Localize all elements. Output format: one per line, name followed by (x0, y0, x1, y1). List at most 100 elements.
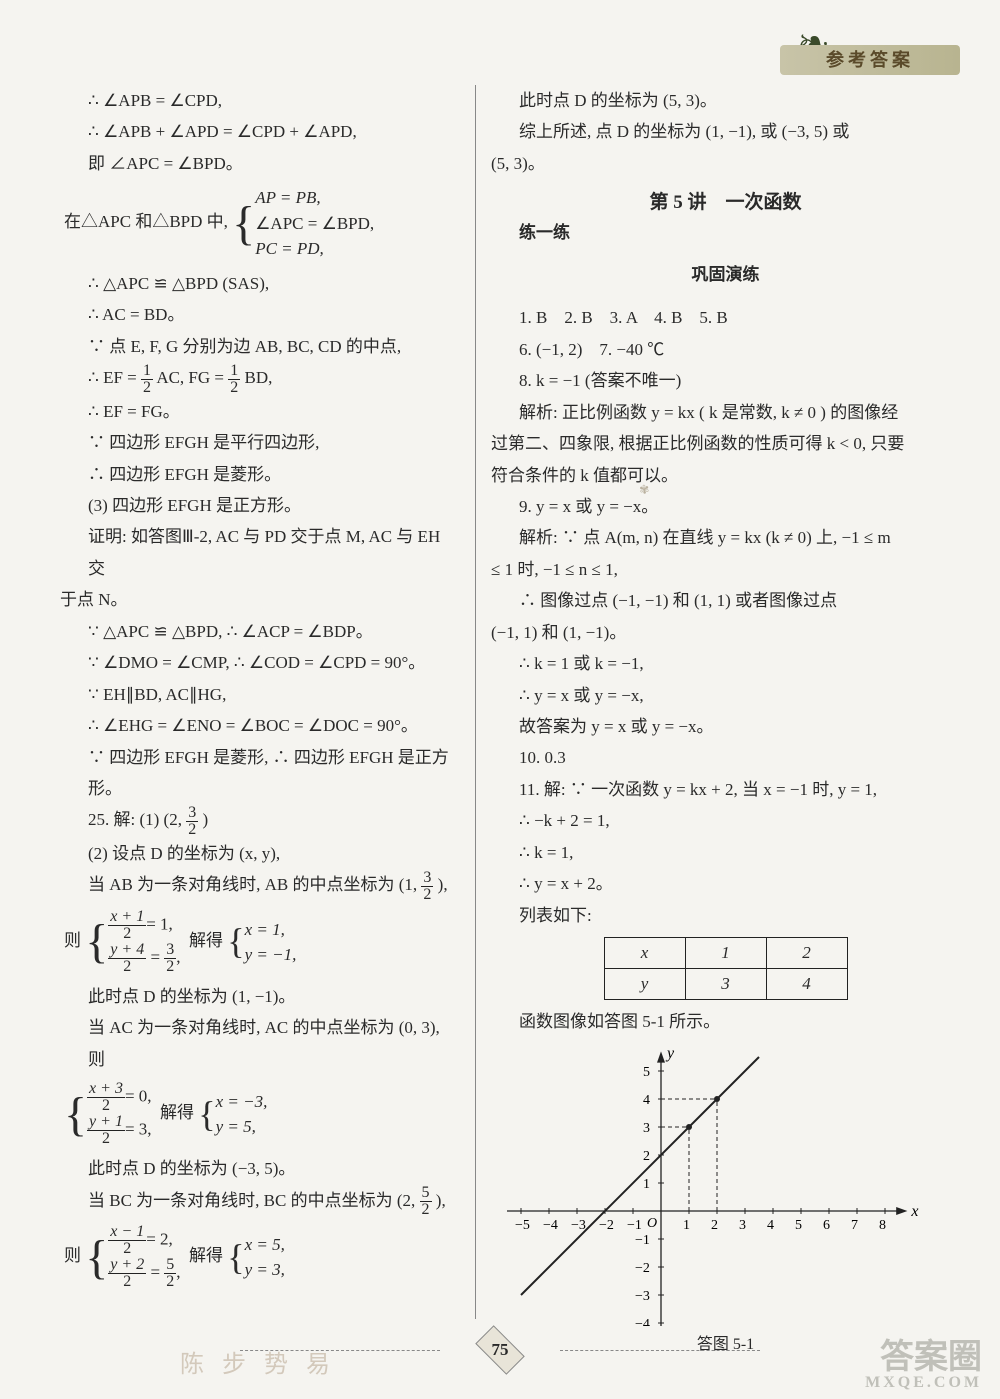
subsection-title: 巩固演练 (491, 260, 960, 285)
svg-text:4: 4 (643, 1093, 650, 1108)
text-line: ∴ k = 1 或 k = −1, (491, 648, 960, 679)
text-line: (2) 设点 D 的坐标为 (x, y), (60, 838, 460, 869)
svg-text:−1: −1 (627, 1218, 642, 1233)
svg-text:2: 2 (711, 1218, 718, 1233)
text-line: 解析: ∵ 点 A(m, n) 在直线 y = kx (k ≠ 0) 上, −1… (491, 522, 960, 553)
decoration (560, 1350, 760, 1351)
equation-block: 则 { x + 12= 1, y + 42 = 32, 解得 { x = 1, … (60, 903, 460, 981)
section-title: 第 5 讲 一次函数 (491, 187, 960, 214)
equation-block: { x + 32= 0, y + 12= 3, 解得 { x = −3, y =… (60, 1075, 460, 1153)
text-line: (−1, 1) 和 (1, −1)。 (491, 617, 960, 648)
table-row: x 1 2 (604, 938, 847, 969)
subsection-title: 练一练 (491, 218, 960, 243)
text-line: ∵ ∠DMO = ∠CMP, ∴ ∠COD = ∠CPD = 90°。 (60, 647, 460, 678)
text-line: (3) 四边形 EFGH 是正方形。 (60, 490, 460, 521)
text-line: 9. y = x 或 y = −x。 (491, 491, 960, 522)
left-brace-icon: { (198, 1102, 215, 1127)
text-line: 符合条件的 k 值都可以。 (491, 460, 960, 491)
svg-text:−3: −3 (571, 1218, 586, 1233)
text-line: ∴ k = 1, (491, 837, 960, 868)
svg-text:2: 2 (643, 1149, 650, 1164)
text: AP = PB, (255, 188, 320, 207)
text-line: ∴ y = x + 2。 (491, 868, 960, 899)
table-row: y 3 4 (604, 969, 847, 1000)
left-brace-icon: { (85, 1241, 108, 1275)
svg-text:4: 4 (767, 1218, 774, 1233)
text-line: 证明: 如答图Ⅲ-2, AC 与 PD 交于点 M, AC 与 EH 交 (60, 521, 460, 584)
svg-text:5: 5 (643, 1065, 650, 1080)
text-line: (5, 3)。 (491, 148, 960, 179)
text-line: ≤ 1 时, −1 ≤ n ≤ 1, (491, 554, 960, 585)
text-line: 解析: 正比例函数 y = kx ( k 是常数, k ≠ 0 ) 的图像经 (491, 397, 960, 428)
text-line: ∴ ∠APB = ∠CPD, (60, 85, 460, 116)
svg-text:7: 7 (851, 1218, 858, 1233)
text-line: 11. 解: ∵ 一次函数 y = kx + 2, 当 x = −1 时, y … (491, 774, 960, 805)
graph-5-1: −5−4−3−2−1O1234567812345−1−2−3−4xy (501, 1046, 901, 1326)
svg-text:8: 8 (879, 1218, 886, 1233)
text-line: ∴ 图像过点 (−1, −1) 和 (1, 1) 或者图像过点 (491, 585, 960, 616)
page-number-wrap: 75 (0, 1337, 1000, 1363)
left-brace-icon: { (227, 929, 244, 954)
watermark-sub: MXQE.COM (865, 1375, 982, 1391)
svg-text:5: 5 (795, 1218, 802, 1233)
svg-text:x: x (910, 1203, 918, 1220)
svg-text:−1: −1 (635, 1233, 650, 1248)
text: PC = PD, (255, 239, 324, 258)
text-line: 1. B 2. B 3. A 4. B 5. B (491, 302, 960, 333)
svg-text:1: 1 (683, 1218, 690, 1233)
header-banner: 参考答案 (780, 45, 960, 75)
right-column: 此时点 D 的坐标为 (5, 3)。 综上所述, 点 D 的坐标为 (1, −1… (476, 85, 960, 1319)
svg-text:−4: −4 (635, 1317, 650, 1326)
text-line: ∴ −k + 2 = 1, (491, 805, 960, 836)
text: 在△APC 和△BPD 中, (64, 212, 228, 231)
table-cell: x (604, 938, 685, 969)
text-line: ∵ EH∥BD, AC∥HG, (60, 679, 460, 710)
svg-text:y: y (665, 1046, 675, 1062)
table-cell: 4 (766, 969, 847, 1000)
text-line: 函数图像如答图 5-1 所示。 (491, 1006, 960, 1037)
text-line: 即 ∠APC = ∠BPD。 (60, 148, 460, 179)
svg-text:6: 6 (823, 1218, 830, 1233)
table-cell: 1 (685, 938, 766, 969)
faint-bottom-text: 陈 步 势 易 (180, 1344, 336, 1379)
text-line: 当 AB 为一条对角线时, AB 的中点坐标为 (1, 32 ), (60, 869, 460, 903)
svg-text:1: 1 (643, 1177, 650, 1192)
left-brace-icon: { (85, 925, 108, 959)
svg-text:O: O (647, 1216, 657, 1231)
equation-block: 则 { x − 12= 2, y + 22 = 52, 解得 { x = 5, … (60, 1218, 460, 1296)
equation-block: 在△APC 和△BPD 中, { AP = PB, ∠APC = ∠BPD, P… (60, 179, 460, 268)
svg-text:−4: −4 (543, 1218, 558, 1233)
left-brace-icon: { (227, 1245, 244, 1270)
text-line: 于点 N。 (60, 584, 460, 615)
text-line: 8. k = −1 (答案不唯一) (491, 365, 960, 396)
left-column: ∴ ∠APB = ∠CPD, ∴ ∠APB + ∠APD = ∠CPD + ∠A… (60, 85, 476, 1319)
left-brace-icon: { (232, 207, 255, 241)
text-line: 当 BC 为一条对角线时, BC 的中点坐标为 (2, 52 ), (60, 1185, 460, 1219)
text-line: ∴ EF = FG。 (60, 396, 460, 427)
text-line: ∴ EF = 12 AC, FG = 12 BD, (60, 362, 460, 396)
text-line: 此时点 D 的坐标为 (1, −1)。 (60, 981, 460, 1012)
graph-svg: −5−4−3−2−1O1234567812345−1−2−3−4xy (501, 1046, 921, 1326)
text-line: ∴ y = x 或 y = −x, (491, 680, 960, 711)
table-cell: y (604, 969, 685, 1000)
text-line: 列表如下: (491, 900, 960, 931)
text: ∠APC = ∠BPD, (255, 214, 374, 233)
left-brace-icon: { (64, 1098, 87, 1132)
text-line: 25. 解: (1) (2, 32 ) (60, 804, 460, 838)
watermark: 答案圈 MXQE.COM (865, 1341, 982, 1391)
text-line: ∴ 四边形 EFGH 是菱形。 (60, 459, 460, 490)
svg-text:−2: −2 (635, 1261, 650, 1276)
svg-text:−2: −2 (599, 1218, 614, 1233)
svg-text:−5: −5 (515, 1218, 530, 1233)
text-line: 当 AC 为一条对角线时, AC 的中点坐标为 (0, 3), 则 (60, 1012, 460, 1075)
text-line: ∵ 四边形 EFGH 是平行四边形, (60, 427, 460, 458)
svg-text:3: 3 (739, 1218, 746, 1233)
text-line: 此时点 D 的坐标为 (5, 3)。 (491, 85, 960, 116)
text-line: 此时点 D 的坐标为 (−3, 5)。 (60, 1153, 460, 1184)
text-line: 故答案为 y = x 或 y = −x。 (491, 711, 960, 742)
text-line: ∴ △APC ≌ △BPD (SAS), (60, 268, 460, 299)
text-line: 6. (−1, 2) 7. −40 ℃ (491, 334, 960, 365)
svg-text:3: 3 (643, 1121, 650, 1136)
text-line: 10. 0.3 (491, 742, 960, 773)
text-line: 过第二、四象限, 根据正比例函数的性质可得 k < 0, 只要 (491, 428, 960, 459)
